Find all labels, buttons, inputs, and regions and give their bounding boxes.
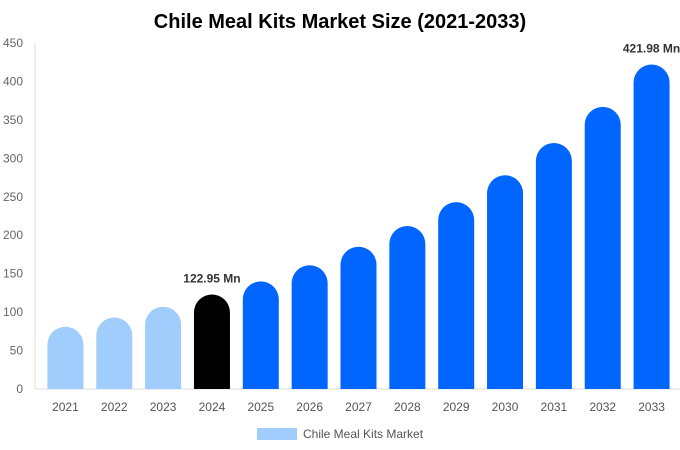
x-tick-label: 2028 — [394, 400, 421, 414]
data-label: 421.98 Mn — [623, 42, 680, 56]
y-tick-label: 150 — [3, 267, 23, 281]
x-tick-label: 2027 — [345, 400, 372, 414]
bar-2033[interactable] — [633, 64, 670, 390]
bar-2030[interactable] — [487, 175, 524, 389]
y-tick-label: 200 — [3, 228, 23, 242]
x-tick-label: 2024 — [199, 400, 226, 414]
x-tick-label: 2025 — [247, 400, 274, 414]
y-tick-label: 350 — [3, 113, 23, 127]
x-tick-label: 2029 — [443, 400, 470, 414]
data-label: 122.95 Mn — [183, 271, 240, 285]
y-tick-label: 100 — [3, 305, 23, 319]
x-tick-label: 2023 — [150, 400, 177, 414]
bar-2032[interactable] — [584, 106, 621, 389]
x-tick-label: 2022 — [101, 400, 128, 414]
x-tick-label: 2031 — [541, 400, 568, 414]
bar-2025[interactable] — [242, 281, 279, 389]
y-tick-label: 50 — [10, 344, 24, 358]
bar-2023[interactable] — [145, 306, 182, 389]
x-tick-label: 2032 — [589, 400, 616, 414]
y-tick-label: 250 — [3, 190, 23, 204]
x-tick-label: 2030 — [492, 400, 519, 414]
legend-label[interactable]: Chile Meal Kits Market — [303, 427, 424, 441]
y-tick-label: 300 — [3, 151, 23, 165]
bar-2024[interactable] — [193, 294, 230, 389]
legend-swatch — [257, 428, 297, 440]
bar-2031[interactable] — [535, 142, 572, 389]
bar-2022[interactable] — [96, 317, 133, 389]
bar-2028[interactable] — [389, 225, 426, 389]
bar-2021[interactable] — [47, 326, 84, 389]
x-tick-label: 2033 — [638, 400, 665, 414]
y-tick-label: 400 — [3, 74, 23, 88]
x-tick-label: 2026 — [296, 400, 323, 414]
chart-title: Chile Meal Kits Market Size (2021-2033) — [154, 11, 526, 33]
bar-2027[interactable] — [340, 246, 377, 389]
x-tick-label: 2021 — [52, 400, 79, 414]
y-tick-label: 0 — [16, 382, 23, 396]
bar-2026[interactable] — [291, 265, 328, 389]
bar-2029[interactable] — [438, 202, 475, 389]
y-tick-label: 450 — [3, 36, 23, 50]
